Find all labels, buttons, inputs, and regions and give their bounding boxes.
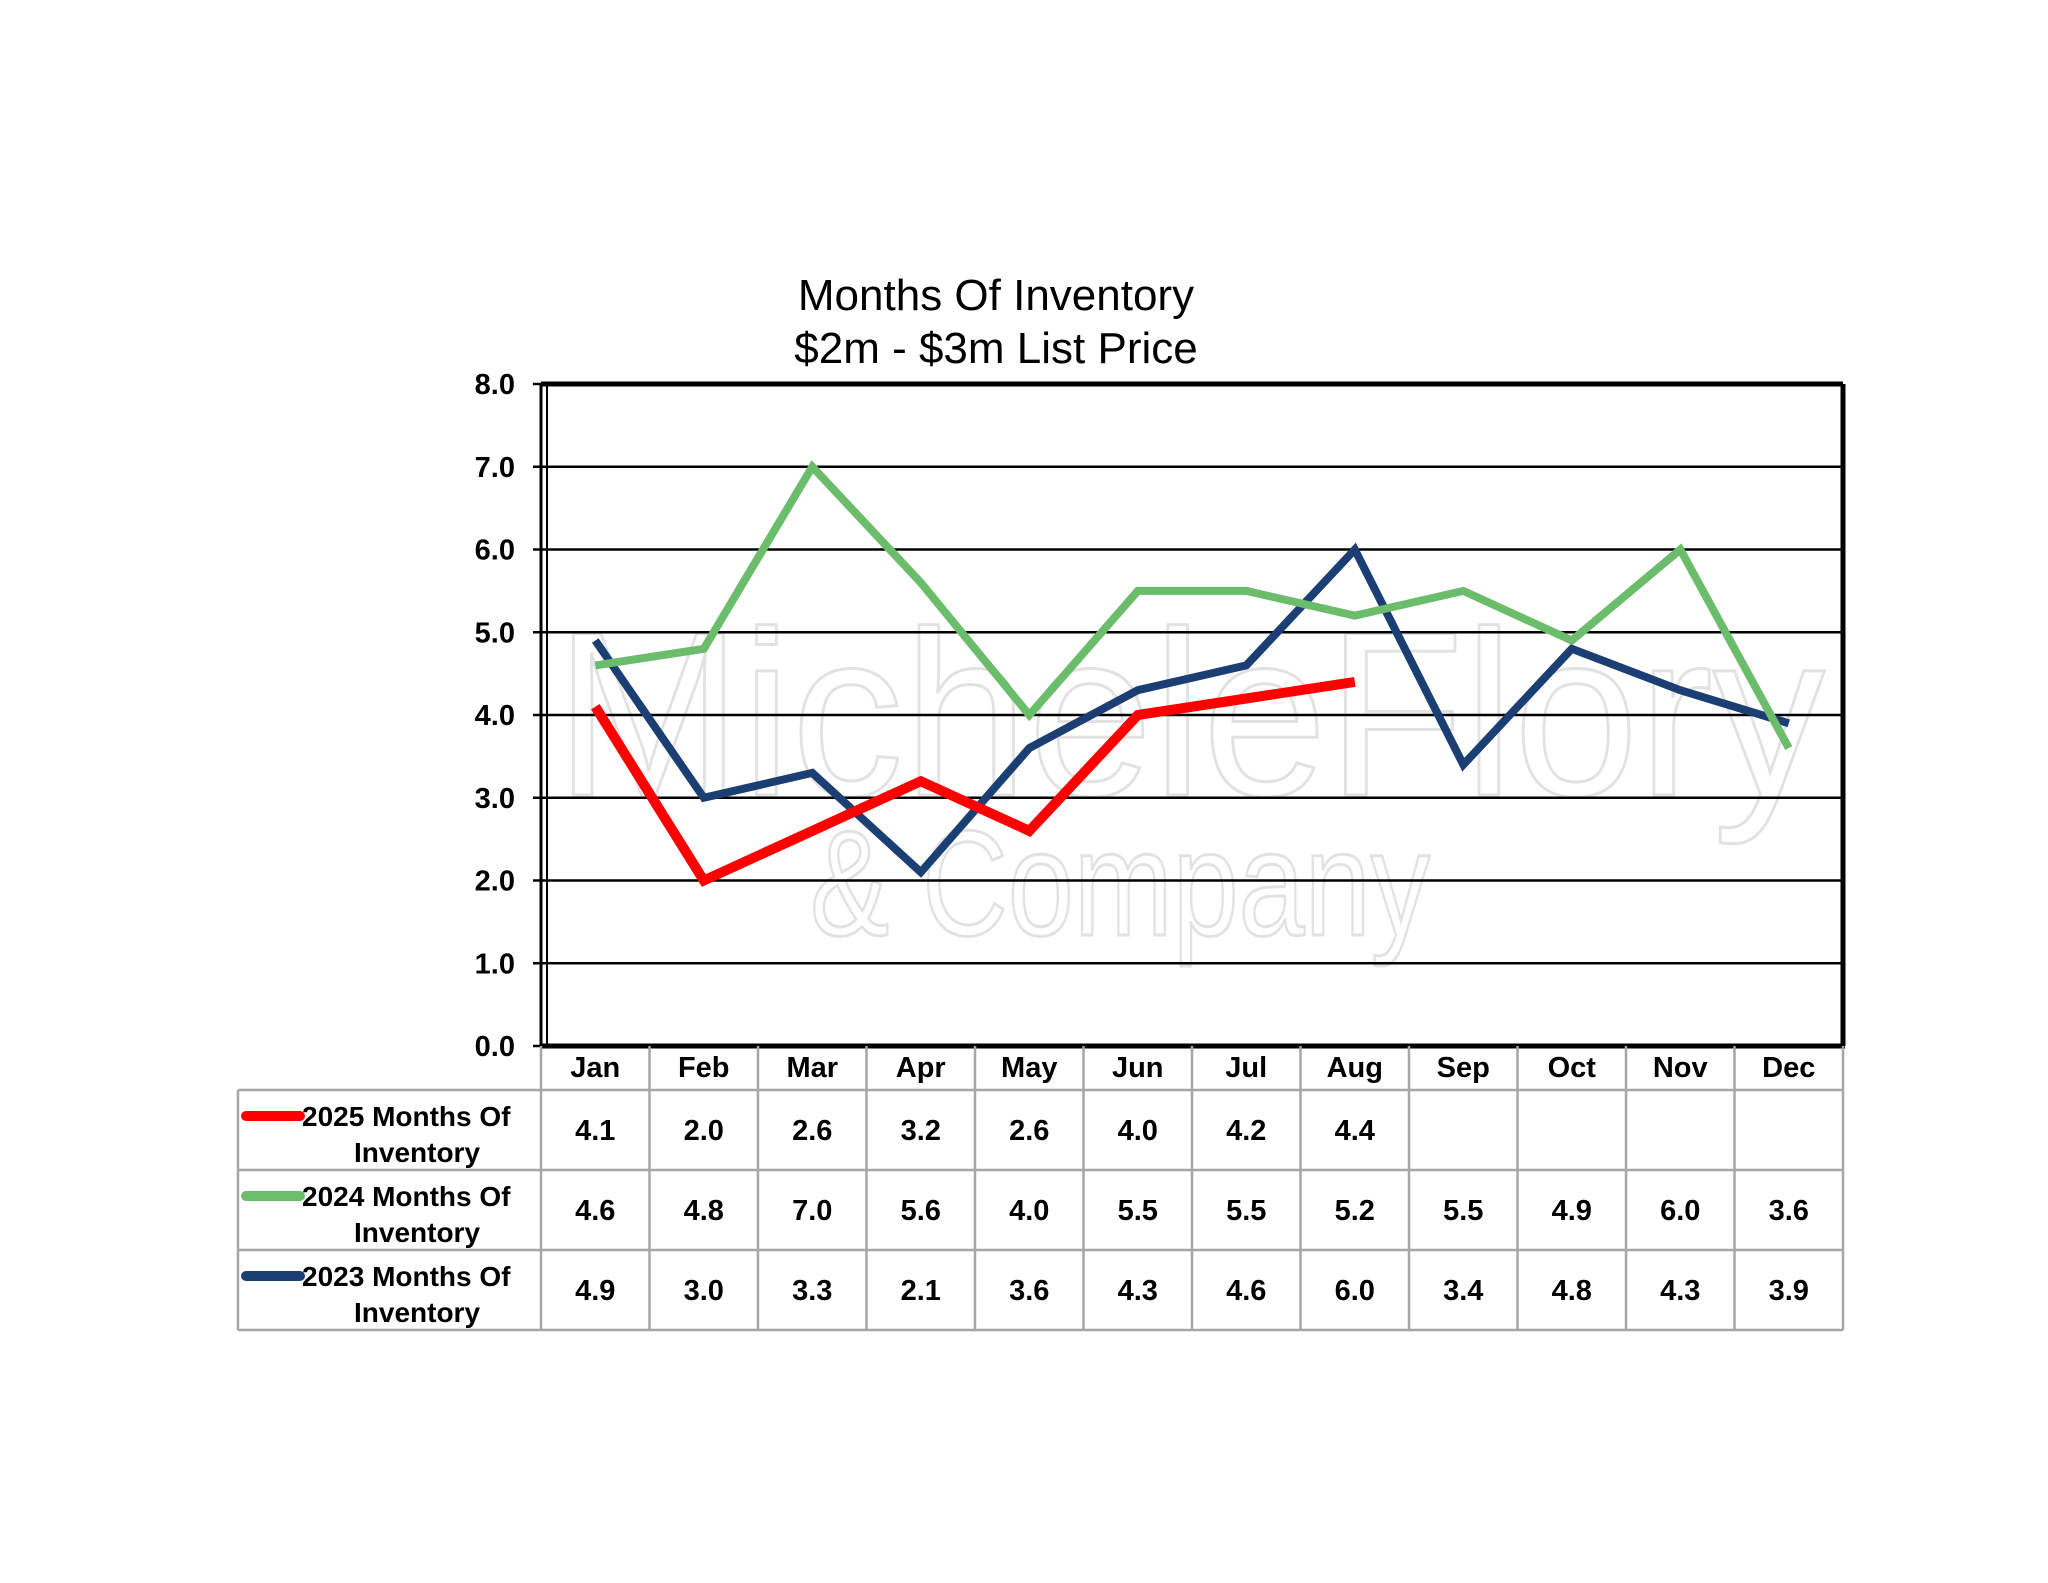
table-cell-value: 3.2 xyxy=(901,1115,941,1147)
table-cell-value: 5.5 xyxy=(1443,1195,1483,1227)
legend-label: 2025 Months Of xyxy=(302,1101,511,1132)
table-cell-value: 4.0 xyxy=(1009,1195,1049,1227)
legend-label: 2023 Months Of xyxy=(302,1261,511,1292)
table-cell-value: 3.4 xyxy=(1443,1275,1483,1307)
y-tick-label: 3.0 xyxy=(475,783,515,815)
y-tick-label: 0.0 xyxy=(475,1031,515,1063)
x-tick-label: Aug xyxy=(1327,1052,1383,1084)
x-tick-label: Feb xyxy=(678,1052,730,1084)
series-line-0 xyxy=(591,676,1356,887)
table-cell-value: 3.6 xyxy=(1769,1195,1809,1227)
x-tick-label: Mar xyxy=(786,1052,838,1084)
table-cell-value: 3.3 xyxy=(792,1275,832,1307)
chart-title: Months Of Inventory$2m - $3m List Price xyxy=(794,271,1197,373)
table-cell-value: 4.0 xyxy=(1118,1115,1158,1147)
table-cell-value: 2.1 xyxy=(901,1275,941,1307)
table-cell-value: 5.5 xyxy=(1118,1195,1158,1227)
table-cell-value: 5.5 xyxy=(1226,1195,1266,1227)
table-cell-value: 4.8 xyxy=(684,1195,724,1227)
legend-label: Inventory xyxy=(354,1217,480,1248)
x-tick-label: Oct xyxy=(1548,1052,1597,1084)
table-cell-value: 4.6 xyxy=(575,1195,615,1227)
table-cell-value: 4.1 xyxy=(575,1115,615,1147)
table-cell-value: 5.2 xyxy=(1335,1195,1375,1227)
watermark-text: & Company xyxy=(810,799,1430,967)
table-cell-value: 3.6 xyxy=(1009,1275,1049,1307)
x-tick-label: Apr xyxy=(896,1052,946,1084)
gridlines xyxy=(541,465,1843,965)
table-cell-value: 7.0 xyxy=(792,1195,832,1227)
y-tick-label: 2.0 xyxy=(475,866,515,898)
y-tick-label: 4.0 xyxy=(475,700,515,732)
x-tick-label: Jul xyxy=(1225,1052,1267,1084)
series-lines xyxy=(591,460,1793,887)
x-tick-label: Sep xyxy=(1437,1052,1490,1084)
table-cell-value: 4.6 xyxy=(1226,1275,1266,1307)
legend-label: Inventory xyxy=(354,1297,480,1328)
y-tick-label: 6.0 xyxy=(475,535,515,567)
y-axis-ticks: 0.0 1.0 2.0 3.0 4.0 5.0 6.0 7.0 8.0 xyxy=(475,369,541,1063)
watermark-text: MicheleFlory xyxy=(555,582,1825,845)
table-cell-value: 4.4 xyxy=(1335,1115,1375,1147)
chart-title-line: $2m - $3m List Price xyxy=(794,324,1197,373)
table-cell-value: 3.0 xyxy=(684,1275,724,1307)
x-tick-label: Dec xyxy=(1762,1052,1815,1084)
table-cell-value: 6.0 xyxy=(1660,1195,1700,1227)
table-cell-value: 2.0 xyxy=(684,1115,724,1147)
table-cell-value: 3.9 xyxy=(1769,1275,1809,1307)
table-cell-value: 4.8 xyxy=(1552,1275,1592,1307)
watermark: MicheleFlory& Company xyxy=(554,581,1827,969)
table-cell-value: 4.3 xyxy=(1118,1275,1158,1307)
y-tick-label: 8.0 xyxy=(475,369,515,401)
data-table: Jan Feb Mar Apr May Jun Jul Aug Sep Oct Nov Dec 2025… xyxy=(236,1046,1845,1332)
legend-label: 2024 Months Of xyxy=(302,1181,511,1212)
table-cell-value: 4.3 xyxy=(1660,1275,1700,1307)
table-cell-value: 4.2 xyxy=(1226,1115,1266,1147)
x-tick-label: Jan xyxy=(570,1052,620,1084)
table-cell-value: 2.6 xyxy=(1009,1115,1049,1147)
table-cell-value: 4.9 xyxy=(1552,1195,1592,1227)
table-cell-value: 6.0 xyxy=(1335,1275,1375,1307)
y-tick-label: 1.0 xyxy=(475,948,515,980)
table-cell-value: 2.6 xyxy=(792,1115,832,1147)
y-tick-label: 7.0 xyxy=(475,452,515,484)
x-tick-label: May xyxy=(1001,1052,1057,1084)
table-cell-value: 4.9 xyxy=(575,1275,615,1307)
y-tick-label: 5.0 xyxy=(475,617,515,649)
table-cell-value: 5.6 xyxy=(901,1195,941,1227)
chart-title-line: Months Of Inventory xyxy=(798,271,1194,320)
series-line-2 xyxy=(592,542,1790,878)
series-line-1 xyxy=(594,460,1793,751)
legend-label: Inventory xyxy=(354,1137,480,1168)
x-tick-label: Jun xyxy=(1112,1052,1164,1084)
x-tick-label: Nov xyxy=(1653,1052,1708,1084)
